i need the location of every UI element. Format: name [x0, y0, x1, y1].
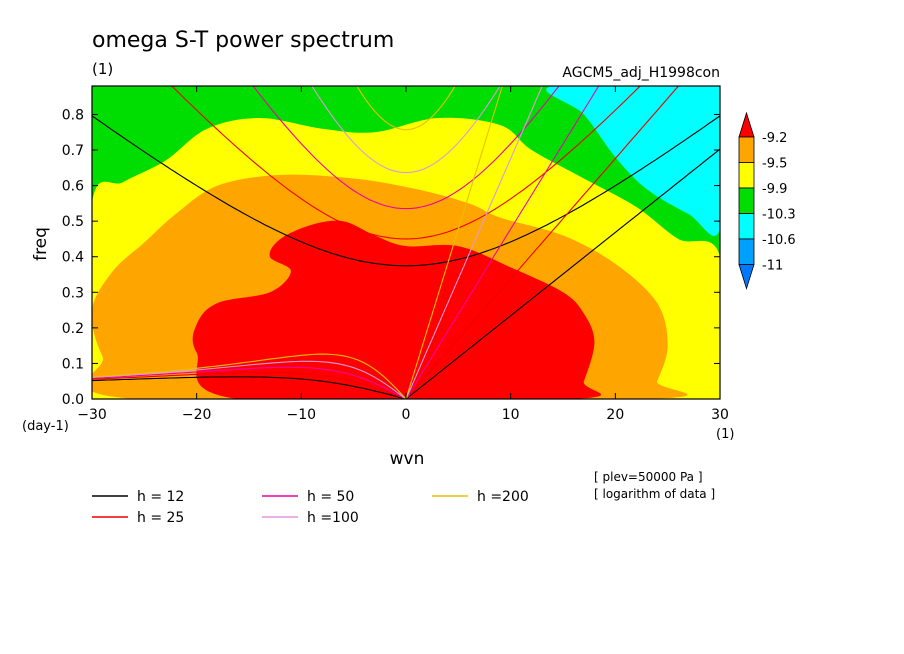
y-tick-label: 0.2	[62, 321, 84, 337]
kelvin-curve-h50	[405, 86, 600, 399]
x-tick-label: −20	[182, 407, 212, 423]
x-tick-label: −30	[77, 407, 107, 423]
rossby-curve-h100	[92, 360, 407, 399]
colorbar-bottom-arrow	[738, 264, 755, 290]
chart-title: omega S-T power spectrum	[92, 28, 394, 53]
kelvin-curve-h12	[405, 148, 720, 399]
chart-title-unit: (1)	[92, 60, 113, 78]
colorbar-label: -9.9	[762, 182, 787, 197]
kelvin-curve-h200	[405, 86, 503, 399]
x-tick-label: 10	[502, 407, 520, 423]
x-axis-label: wvn	[390, 449, 425, 469]
x-tick-label: −10	[287, 407, 317, 423]
note-plev: [ plev=50000 Pa ]	[594, 470, 703, 484]
rossby-curve-h50	[92, 366, 407, 399]
y-tick-label: 0.7	[62, 143, 84, 159]
inertia-gravity-curve-h100	[311, 86, 501, 174]
colorbar-label: -9.2	[762, 131, 787, 146]
chart-subtitle: AGCM5_adj_H1998con	[562, 65, 720, 81]
colorbar-segment	[738, 238, 755, 265]
inertia-gravity-curve-h200	[356, 86, 456, 131]
y-axis-label: freq	[31, 227, 51, 261]
legend-label: h = 50	[307, 489, 354, 505]
rossby-curve-h200	[92, 353, 407, 399]
inertia-gravity-curve-h50	[252, 86, 560, 210]
y-tick-label: 0.0	[62, 392, 84, 408]
colorbar-segment	[738, 136, 755, 163]
y-tick-label: 0.3	[62, 285, 84, 301]
colorbar-label: -10.3	[762, 208, 796, 223]
legend-label: h =200	[477, 489, 529, 505]
note-log: [ logarithm of data ]	[594, 487, 715, 501]
legend: h = 12 h = 25 h = 50 h =100 h =200	[92, 489, 529, 526]
legend-label: h = 25	[137, 510, 184, 526]
colorbar: -9.2 -9.5 -9.9 -10.3 -10.6 -11	[738, 111, 796, 290]
legend-label: h =100	[307, 510, 359, 526]
rossby-curve-h12	[92, 376, 407, 399]
y-tick-label: 0.5	[62, 214, 84, 230]
x-tick-label: 0	[402, 407, 411, 423]
x-tick-label: 20	[606, 407, 624, 423]
y-tick-label: 0.8	[62, 107, 84, 123]
colorbar-segment	[738, 187, 755, 214]
region-6	[192, 220, 602, 399]
y-tick-label: 0.4	[62, 250, 84, 266]
x-axis-unit: (1)	[716, 427, 734, 442]
plot-area	[92, 86, 720, 399]
colorbar-top-arrow	[738, 111, 755, 138]
colorbar-label: -10.6	[762, 233, 796, 248]
colorbar-segment	[738, 162, 755, 189]
x-tick-label: 30	[711, 407, 729, 423]
y-axis-unit: (day-1)	[22, 419, 69, 434]
contour-regions	[92, 86, 720, 399]
y-axis-ticks: 0.0 0.1 0.2 0.3 0.4 0.5 0.6 0.7 0.8	[62, 107, 720, 408]
x-axis-ticks: −30 −20 −10 0 10 20 30	[77, 86, 729, 423]
y-tick-label: 0.6	[62, 179, 84, 195]
legend-label: h = 12	[137, 489, 184, 505]
colorbar-segment	[738, 213, 755, 240]
kelvin-curve-h100	[405, 86, 543, 399]
rossby-curve-h25	[92, 371, 407, 399]
kelvin-curve-h25	[405, 86, 680, 399]
inertia-gravity-curve-h12	[92, 115, 720, 267]
y-tick-label: 0.1	[62, 356, 84, 372]
dispersion-curves	[92, 86, 720, 399]
region-2	[546, 86, 720, 236]
colorbar-label: -11	[762, 259, 783, 274]
colorbar-label: -9.5	[762, 157, 787, 172]
inertia-gravity-curve-h25	[171, 86, 641, 240]
